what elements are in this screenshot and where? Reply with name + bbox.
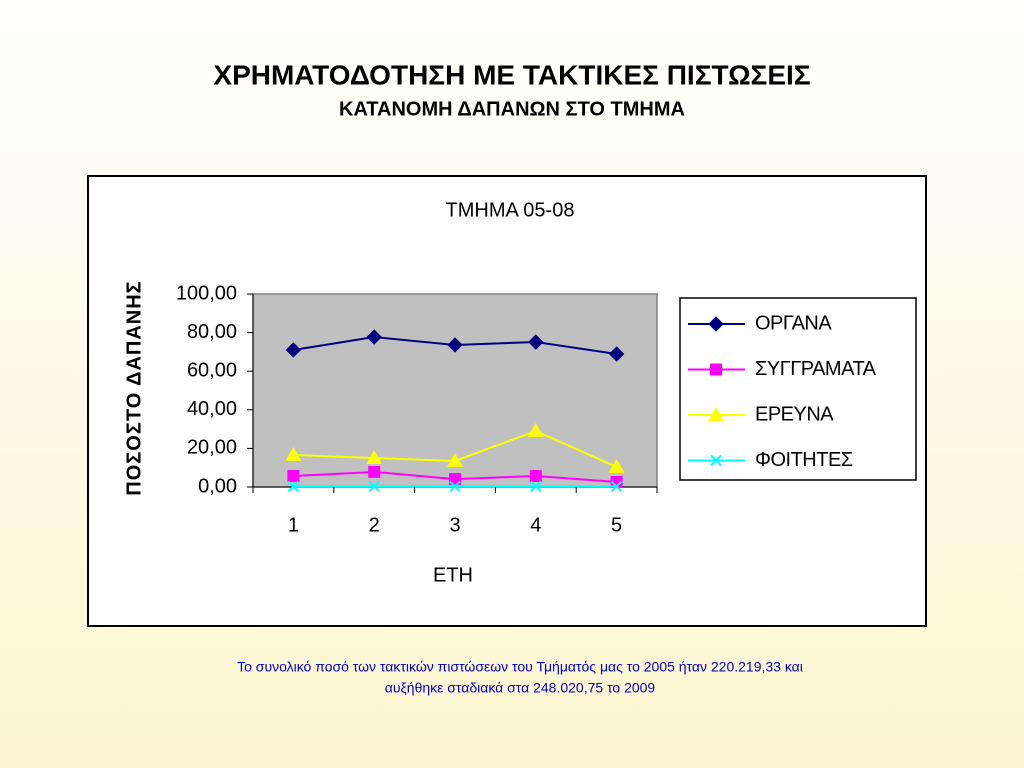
data-point [287, 469, 300, 482]
legend-box [679, 297, 917, 481]
y-tick-label: 20,00 [187, 437, 237, 459]
legend-marker [708, 407, 724, 421]
data-point [366, 450, 383, 465]
data-point [530, 480, 542, 493]
caption-line: αυξήθηκε σταδιακά στα 248.020,75 το 2009 [385, 680, 656, 696]
data-point [528, 334, 544, 350]
y-tick-label: 80,00 [187, 321, 237, 343]
data-point [610, 475, 623, 488]
legend-marker [708, 316, 724, 332]
data-point [447, 452, 463, 467]
chart-title: ΤΜΗΜΑ 05-08 [446, 199, 575, 221]
slide-subtitle: ΚΑΤΑΝΟΜΗ ΔΑΠΑΝΩΝ ΣΤΟ ΤΜΗΜΑ [339, 98, 685, 120]
data-point [527, 423, 544, 438]
caption-line: Το συνολικό ποσό των τακτικών πιστώσεων … [237, 659, 803, 675]
data-point [449, 480, 461, 493]
data-point [608, 346, 625, 362]
data-point [368, 465, 381, 478]
legend-marker [710, 363, 722, 376]
x-tick-label: 1 [288, 514, 299, 536]
data-point [529, 469, 542, 482]
legend-label: ΦΟΙΤΗΤΕΣ [755, 449, 853, 471]
slide-title: ΧΡΗΜΑΤΟΔΟΤΗΣΗ ΜΕ ΤΑΚΤΙΚΕΣ ΠΙΣΤΩΣΕΙΣ [213, 59, 810, 90]
y-tick-label: 60,00 [187, 359, 237, 381]
data-point [285, 342, 302, 358]
y-tick-label: 100,00 [176, 282, 237, 304]
data-point [447, 337, 463, 353]
data-point [610, 480, 623, 493]
data-point [608, 458, 625, 473]
data-point [285, 446, 302, 461]
legend-marker [710, 454, 722, 467]
x-axis-label: ΕΤΗ [433, 564, 473, 586]
data-point [366, 329, 382, 345]
data-point [287, 480, 300, 493]
x-tick-label: 3 [449, 514, 460, 536]
legend-label: ΟΡΓΑΝΑ [755, 312, 832, 334]
x-tick-label: 4 [530, 514, 541, 536]
legend-label: ΕΡΕΥΝΑ [755, 403, 834, 425]
x-tick-label: 5 [611, 514, 622, 536]
x-tick-label: 2 [369, 514, 380, 536]
y-tick-label: 40,00 [187, 398, 237, 420]
data-point [368, 480, 380, 493]
legend-label: ΣΥΓΓΡΑΜΑΤΑ [755, 358, 877, 380]
y-tick-label: 0,00 [198, 475, 237, 497]
y-axis-label: ΠΟΣΟΣΤΟ ΔΑΠΑΝΗΣ [123, 280, 145, 495]
